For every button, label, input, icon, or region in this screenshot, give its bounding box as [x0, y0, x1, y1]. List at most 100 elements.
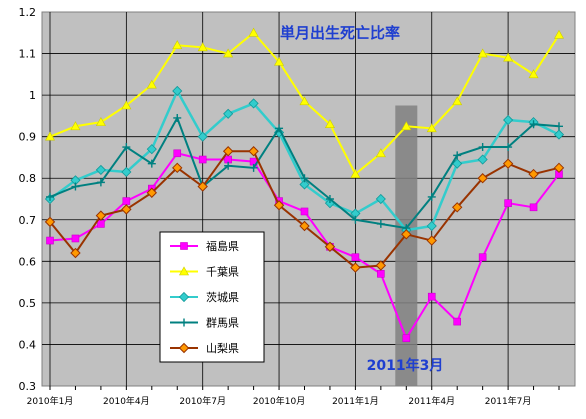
data-point — [44, 131, 56, 141]
data-point — [553, 29, 565, 39]
data-point — [197, 42, 208, 52]
data-point — [70, 121, 81, 131]
data-point — [222, 146, 234, 157]
data-point — [351, 253, 360, 261]
data-point — [452, 96, 463, 106]
data-point — [528, 168, 539, 180]
data-point — [96, 178, 105, 187]
legend-label: 群馬県 — [206, 316, 239, 330]
data-point — [146, 187, 158, 198]
x-tick-label: 2011年4月 — [408, 395, 455, 407]
y-tick-label: 1.2 — [19, 6, 37, 19]
legend-marker — [178, 342, 190, 354]
data-point — [146, 144, 157, 155]
legend-marker — [180, 242, 188, 250]
data-point — [70, 247, 81, 259]
data-point — [224, 161, 233, 170]
data-point — [503, 114, 514, 126]
legend-item: 群馬県 — [170, 316, 239, 330]
legend-label: 千葉県 — [206, 265, 239, 279]
data-point — [401, 121, 412, 131]
data-point — [173, 113, 182, 122]
data-point — [300, 207, 309, 216]
legend-label: 山梨県 — [206, 341, 239, 355]
data-point — [402, 334, 411, 343]
data-point — [553, 162, 565, 174]
y-tick-label: 1.1 — [19, 48, 37, 61]
data-point — [95, 164, 106, 175]
data-point — [504, 143, 513, 152]
data-point — [121, 204, 132, 215]
data-point — [197, 131, 208, 142]
data-point — [274, 56, 285, 66]
chart-title: 単月出生死亡比率 — [280, 24, 400, 42]
data-point — [451, 202, 463, 213]
legend-marker — [178, 291, 190, 303]
data-point — [503, 52, 514, 62]
data-point — [427, 192, 436, 201]
data-point — [172, 162, 183, 174]
data-point — [46, 192, 54, 201]
legend-item: 福島県 — [170, 239, 239, 253]
data-point — [95, 210, 107, 221]
legend-label: 茨城県 — [206, 290, 239, 304]
legend-item: 千葉県 — [170, 265, 239, 279]
y-tick-label: 0.4 — [19, 338, 37, 351]
data-point — [477, 173, 488, 184]
data-point — [426, 235, 437, 246]
data-point — [529, 120, 538, 129]
data-point — [502, 158, 514, 169]
data-point — [173, 149, 182, 158]
data-point — [528, 69, 539, 79]
data-point — [478, 143, 487, 152]
data-point — [324, 241, 336, 252]
x-tick-label: 2010年1月 — [27, 395, 74, 407]
series-茨城県 — [44, 85, 565, 236]
data-point — [223, 108, 234, 119]
x-tick-label: 2011年1月 — [332, 395, 379, 407]
data-point — [555, 122, 563, 131]
data-point — [427, 292, 436, 301]
data-point — [426, 123, 437, 133]
data-point — [248, 98, 259, 109]
x-tick-label: 2010年4月 — [103, 395, 150, 407]
series-山梨県 — [44, 146, 565, 273]
data-point — [325, 195, 334, 203]
data-point — [71, 234, 80, 243]
data-point — [122, 143, 131, 152]
data-point — [172, 85, 183, 97]
data-point — [46, 236, 54, 245]
data-point — [121, 100, 132, 110]
annotation-label: 2011年3月 — [367, 357, 444, 374]
data-point — [375, 260, 387, 271]
series-群馬県 — [46, 113, 563, 233]
data-point — [426, 220, 437, 232]
y-tick-label: 0.6 — [19, 255, 37, 268]
data-point — [477, 154, 488, 165]
legend-label: 福島県 — [206, 239, 239, 253]
data-point — [477, 48, 488, 58]
legend-marker — [180, 318, 188, 327]
x-tick-label: 2010年7月 — [179, 395, 226, 407]
data-point — [146, 79, 157, 89]
data-point — [275, 124, 284, 133]
data-point — [248, 27, 259, 37]
data-point — [478, 253, 487, 261]
data-point — [453, 317, 462, 326]
data-point — [273, 200, 285, 211]
legend-marker — [178, 266, 190, 276]
data-point — [95, 117, 106, 126]
data-point — [172, 40, 183, 50]
data-point — [324, 119, 335, 128]
data-point — [375, 148, 386, 158]
data-point — [375, 193, 386, 205]
data-point — [553, 129, 565, 140]
data-point — [299, 220, 310, 232]
data-point — [198, 155, 207, 164]
data-point — [44, 216, 56, 228]
y-tick-label: 0.8 — [19, 172, 37, 185]
data-point — [248, 146, 259, 157]
data-point — [350, 262, 361, 273]
